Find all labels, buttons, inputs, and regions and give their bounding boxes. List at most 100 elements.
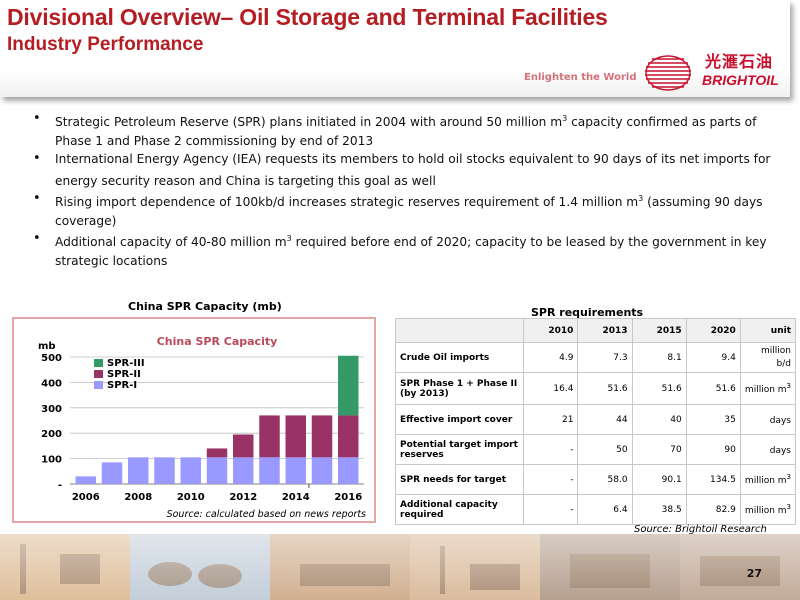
chart-source-note: Source: calculated based on news reports xyxy=(167,509,366,520)
table-cell: 82.9 xyxy=(685,494,741,525)
table-cell: 70 xyxy=(631,434,687,465)
column-header: unit xyxy=(739,318,797,343)
bullet-item: International Energy Agency (IEA) reques… xyxy=(30,150,775,190)
legend-label: SPR-II xyxy=(107,369,141,380)
logo-chinese-text: 光滙石油 xyxy=(705,52,774,71)
column-header: 2013 xyxy=(577,318,633,343)
bar-spr-ii xyxy=(338,415,359,458)
legend-swatch xyxy=(94,381,103,389)
bar-spr-i xyxy=(233,457,254,484)
column-header: 2010 xyxy=(523,318,579,343)
brightoil-logo-icon xyxy=(645,55,691,91)
table-cell: - xyxy=(523,464,579,495)
bar-spr-i xyxy=(338,457,359,484)
unit-cell: million m3 xyxy=(739,464,797,495)
x-tick-label: 2006 xyxy=(72,492,100,503)
table-cell: 6.4 xyxy=(577,494,633,525)
y-tick-label: - xyxy=(58,480,62,491)
table-cell: 51.6 xyxy=(577,372,633,405)
x-tick-label: 2012 xyxy=(229,492,257,503)
bar-spr-i xyxy=(154,457,175,484)
table-cell: 38.5 xyxy=(631,494,687,525)
row-label: SPR Phase 1 + Phase II (by 2013) xyxy=(394,372,525,405)
unit-cell: days xyxy=(739,404,797,435)
unit-cell: days xyxy=(739,434,797,465)
table-header-row: 2010 2013 2015 2020 unit xyxy=(394,318,797,343)
table-cell: 44 xyxy=(577,404,633,435)
row-label: Potential target import reserves xyxy=(394,434,525,465)
table-row: SPR needs for target - 58.0 90.1 134.5 m… xyxy=(394,464,797,495)
bar-spr-i xyxy=(128,457,149,484)
bar-spr-ii xyxy=(311,415,333,458)
table-row: Crude Oil imports 4.9 7.3 8.1 9.4 millio… xyxy=(394,342,797,373)
chart-frame: China SPR Capacity mb - 100 200 300 400 500 2006… xyxy=(12,317,376,523)
table-cell: 40 xyxy=(631,404,687,435)
bar-spr-i xyxy=(206,457,228,484)
legend-swatch xyxy=(94,359,103,367)
table-cell: 50 xyxy=(577,434,633,465)
bar-spr-iii xyxy=(338,355,359,416)
table-row: Potential target import reserves - 50 70… xyxy=(394,434,797,465)
bar-spr-ii xyxy=(233,434,254,458)
legend-label: SPR-I xyxy=(107,380,137,391)
table-row: Effective import cover 21 44 40 35 days xyxy=(394,404,797,435)
table-cell: - xyxy=(523,494,579,525)
page-number: 27 xyxy=(746,567,762,580)
bar-spr-ii xyxy=(206,448,228,458)
table-source-note: Source: Brightoil Research xyxy=(634,524,767,535)
table-cell: 21 xyxy=(523,404,579,435)
company-tagline: Enlighten the World xyxy=(524,72,637,83)
bar-spr-i xyxy=(75,476,96,484)
legend-swatch xyxy=(94,370,103,378)
y-tick-label: 100 xyxy=(41,455,62,466)
table-cell: 9.4 xyxy=(685,342,741,373)
footer-photo-collage-icon xyxy=(0,534,800,600)
table-cell: 4.9 xyxy=(523,342,579,373)
spr-requirements-table: 2010 2013 2015 2020 unit Crude Oil impor… xyxy=(394,318,797,525)
table-cell: 134.5 xyxy=(685,464,741,495)
x-tick-label: 2014 xyxy=(282,492,310,503)
bullet-list: Strategic Petroleum Reserve (SPR) plans … xyxy=(30,110,775,270)
x-tick-label: 2008 xyxy=(124,492,152,503)
table-cell: 90 xyxy=(685,434,741,465)
y-axis-label: mb xyxy=(38,341,56,352)
table-cell: 51.6 xyxy=(685,372,741,405)
header: Divisional Overview– Oil Storage and Ter… xyxy=(0,0,800,104)
table-cell: 8.1 xyxy=(631,342,687,373)
table-cell: 90.1 xyxy=(631,464,687,495)
bar-spr-i xyxy=(101,462,123,484)
logo-english-text: BRIGHTOIL xyxy=(702,72,779,88)
y-tick-label: 400 xyxy=(41,378,62,389)
bullet-item: Strategic Petroleum Reserve (SPR) plans … xyxy=(30,110,775,150)
x-tick-label: 2010 xyxy=(177,492,205,503)
page-subtitle: Industry Performance xyxy=(7,34,204,55)
row-label: Crude Oil imports xyxy=(394,342,525,373)
bullet-item: Rising import dependence of 100kb/d incr… xyxy=(30,190,775,230)
bar-spr-i xyxy=(259,457,280,484)
spr-capacity-chart: China SPR Capacity mb - 100 200 300 400 500 2006… xyxy=(38,335,366,520)
bar-spr-i xyxy=(180,457,201,484)
unit-cell: million b/d xyxy=(739,342,797,373)
chart-section-heading: China SPR Capacity (mb) xyxy=(128,300,282,313)
column-header: 2015 xyxy=(631,318,687,343)
unit-cell: million m3 xyxy=(739,494,797,525)
row-label: Additional capacity required xyxy=(394,494,525,525)
table-cell: - xyxy=(523,434,579,465)
column-header xyxy=(394,318,525,343)
table-cell: 7.3 xyxy=(577,342,633,373)
page-title: Divisional Overview– Oil Storage and Ter… xyxy=(7,4,608,30)
header-band xyxy=(0,0,790,97)
legend-label: SPR-III xyxy=(107,358,145,369)
table-row: SPR Phase 1 + Phase II (by 2013) 16.4 51… xyxy=(394,372,797,405)
table-cell: 35 xyxy=(685,404,741,435)
bar-spr-i xyxy=(311,457,333,484)
chart-title: China SPR Capacity xyxy=(157,335,278,348)
row-label: Effective import cover xyxy=(394,404,525,435)
footer-photo-strip: 27 xyxy=(0,534,800,600)
y-tick-label: 500 xyxy=(41,353,62,364)
table-title: SPR requirements xyxy=(531,306,644,319)
table-cell: 16.4 xyxy=(523,372,579,405)
bar-spr-i xyxy=(285,457,306,484)
table-cell: 58.0 xyxy=(577,464,633,495)
bar-spr-ii xyxy=(285,415,306,458)
